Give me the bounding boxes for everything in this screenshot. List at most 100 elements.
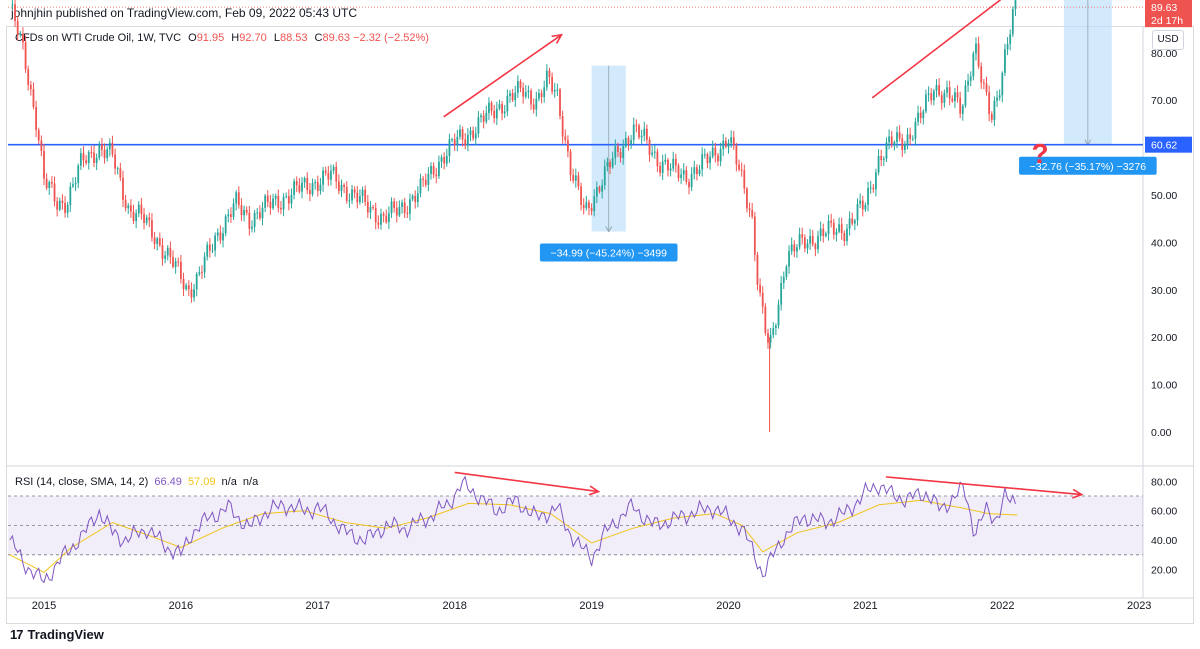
candle	[293, 178, 296, 200]
candle	[959, 91, 962, 119]
candle	[280, 201, 282, 215]
candle-body	[985, 83, 988, 93]
candle-body	[129, 205, 132, 212]
high-value: 92.70	[239, 32, 267, 44]
candle	[822, 223, 825, 243]
chart-frame	[6, 26, 1194, 624]
candle	[369, 200, 372, 220]
candle	[556, 83, 559, 96]
candle	[445, 148, 448, 167]
time-tick-label: 2023	[1127, 600, 1151, 612]
candle	[414, 190, 417, 209]
candle-body	[32, 89, 35, 107]
candle-body	[811, 235, 814, 245]
candle	[390, 197, 393, 218]
candle-body	[359, 196, 361, 203]
candle-body	[295, 181, 298, 186]
candle	[838, 217, 840, 234]
candle	[1009, 29, 1012, 51]
candle	[377, 215, 380, 229]
candle	[780, 275, 783, 311]
candle-body	[45, 178, 48, 188]
candle	[122, 170, 124, 208]
candle-body	[917, 112, 919, 122]
candle	[996, 90, 998, 107]
candle	[911, 135, 914, 142]
rsi-ma-line	[9, 499, 1018, 574]
candle-body	[145, 217, 148, 223]
candle	[564, 129, 567, 144]
candle-body	[567, 140, 569, 152]
candle-body	[672, 158, 675, 169]
candle	[1001, 71, 1004, 103]
candle-body	[693, 167, 696, 174]
trend-arrow	[443, 33, 563, 118]
candle	[277, 189, 280, 213]
candle-body	[530, 90, 532, 105]
close-value: 89.63	[322, 32, 351, 44]
candle-body	[235, 192, 238, 204]
candle	[743, 164, 746, 194]
candle	[451, 137, 453, 143]
currency-button[interactable]: USD	[1152, 30, 1184, 50]
candle	[738, 159, 740, 172]
candle-body	[603, 166, 606, 186]
candle	[972, 51, 975, 81]
candle	[256, 207, 259, 220]
price-tick-label: 10.00	[1151, 380, 1177, 392]
candle	[567, 135, 569, 158]
rsi-divergence-arrow-head	[1072, 488, 1084, 499]
trend-arrow-head	[551, 33, 563, 44]
candle	[606, 157, 609, 172]
candle-body	[964, 85, 967, 106]
candle	[145, 214, 148, 226]
time-tick-label: 2021	[853, 600, 877, 612]
candle-body	[706, 154, 709, 164]
candle-body	[316, 182, 319, 191]
candle	[811, 230, 814, 247]
candle	[888, 129, 890, 150]
candle	[488, 97, 490, 120]
candle-body	[511, 93, 514, 101]
symbol-title: CFDs on WTI Crude Oil, 1W, TVC	[15, 32, 182, 44]
candle	[177, 257, 180, 267]
candle	[648, 136, 651, 162]
candle-body	[19, 33, 22, 35]
candle-body	[975, 43, 977, 54]
candle	[722, 133, 725, 156]
candle-body	[856, 203, 859, 221]
candle	[516, 75, 519, 98]
rsi-band	[8, 496, 1143, 555]
candle	[685, 166, 688, 185]
candle-body	[214, 235, 217, 251]
candle	[603, 159, 606, 190]
candle-body	[335, 166, 338, 182]
candle-body	[306, 178, 309, 191]
candle	[640, 129, 643, 144]
candle-body	[143, 214, 145, 223]
candle-body	[593, 196, 596, 212]
candle-body	[1009, 34, 1012, 45]
tradingview-footer[interactable]: 17 TradingView	[10, 627, 104, 642]
candle-body	[817, 236, 819, 250]
candle-body	[22, 33, 24, 43]
candle	[314, 179, 317, 190]
publisher-line: johnjhin published on TradingView.com, F…	[11, 6, 358, 20]
candle-body	[861, 200, 864, 210]
candle	[129, 199, 132, 218]
candle	[872, 183, 875, 193]
candle	[24, 35, 27, 73]
candle-body	[516, 81, 519, 93]
price-tick-label: 40.00	[1151, 237, 1177, 249]
candle-body	[311, 183, 314, 195]
candle	[856, 198, 859, 226]
candle-body	[514, 92, 517, 101]
candle	[938, 78, 941, 97]
candle	[659, 161, 661, 177]
candle	[643, 121, 646, 142]
time-tick-label: 2022	[990, 600, 1014, 612]
question-mark-annotation: ?	[1031, 138, 1048, 169]
candle	[330, 164, 332, 186]
candle	[361, 186, 364, 204]
